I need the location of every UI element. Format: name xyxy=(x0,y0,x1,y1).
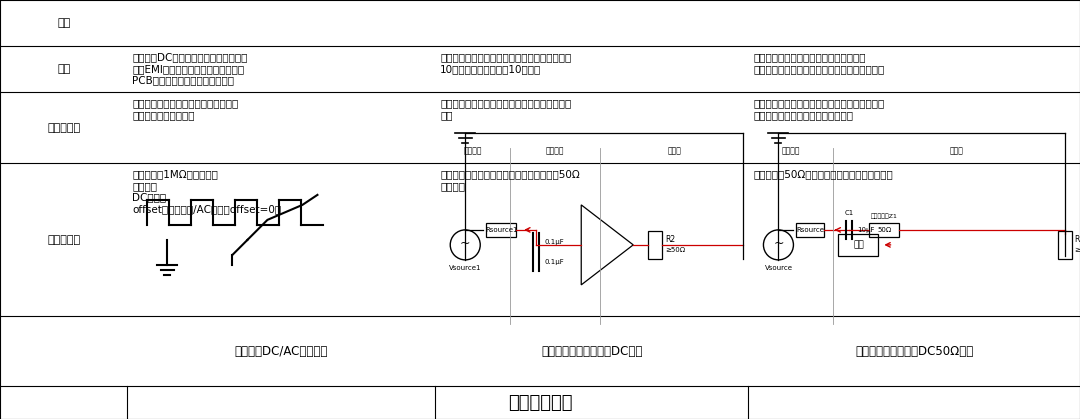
Text: R1: R1 xyxy=(1074,235,1080,244)
Text: 成本低廉，同一个测试样板，可以快速
测试不同点的纹波噪声: 成本低廉，同一个测试样板，可以快速 测试不同点的纹波噪声 xyxy=(133,98,239,120)
Text: 10μF: 10μF xyxy=(858,227,875,233)
Bar xyxy=(648,231,662,259)
Text: 无源探头DC/AC耦合测试: 无源探头DC/AC耦合测试 xyxy=(234,345,328,358)
Text: 待测电源: 待测电源 xyxy=(782,146,800,155)
Text: 0.1μF: 0.1μF xyxy=(544,239,564,246)
Text: 探头: 探头 xyxy=(853,241,864,249)
Text: 因为测试需要焊接，若测试多个测试点较
长，若操作不慎，还有可能损坏单板上电容器件: 因为测试需要焊接，若测试多个测试点较 长，若操作不慎，还有可能损坏单板上电容器件 xyxy=(754,52,885,74)
Text: 缺点: 缺点 xyxy=(57,18,70,28)
Text: 同轴电缆测试结果较为准确，且受人为因素影响
较小（电缆焊接在单板上较为稳定）: 同轴电缆测试结果较为准确，且受人为因素影响 较小（电缆焊接在单板上较为稳定） xyxy=(754,98,885,120)
Text: Vsource: Vsource xyxy=(765,265,793,271)
Text: 会损耗部分低频，优化方法是采用差分探头衰减
10倍，将采集信号放大10倍显示: 会损耗部分低频，优化方法是采用差分探头衰减 10倍，将采集信号放大10倍显示 xyxy=(441,52,571,74)
Text: 同轴线阻抗Z1: 同轴线阻抗Z1 xyxy=(870,213,897,219)
Bar xyxy=(796,223,824,237)
Text: 示波器的地与待测件的地隔离开，可以解决地的
干扰: 示波器的地与待测件的地隔离开，可以解决地的 干扰 xyxy=(441,98,571,120)
Text: 差分探头: 差分探头 xyxy=(546,146,565,155)
Bar xyxy=(838,234,878,256)
Text: 同轴线外加隔直电容DC50Ω耦合: 同轴线外加隔直电容DC50Ω耦合 xyxy=(855,345,973,358)
Text: C1: C1 xyxy=(845,210,854,216)
Text: 有源差分探头外置电容DC耦合: 有源差分探头外置电容DC耦合 xyxy=(541,345,643,358)
Text: 50Ω: 50Ω xyxy=(877,227,892,233)
Bar xyxy=(486,223,516,237)
Text: Rsource: Rsource xyxy=(796,227,824,233)
Text: Rsource1: Rsource1 xyxy=(485,227,517,233)
Bar xyxy=(869,223,900,237)
Text: 将待测电源通过差分方式接入，示波器设置50Ω
端接匹配: 将待测电源通过差分方式接入，示波器设置50Ω 端接匹配 xyxy=(441,169,580,191)
Bar xyxy=(1058,231,1072,259)
Text: 示波器: 示波器 xyxy=(949,146,963,155)
Text: 待测电源: 待测电源 xyxy=(463,146,482,155)
Text: 示波器设置1MΩ端接匹配，
全带宽，
DC耦合，
offset为电源电压/AC耦合时offset=0，: 示波器设置1MΩ端接匹配， 全带宽， DC耦合， offset为电源电压/AC耦… xyxy=(133,169,282,214)
Text: 探头选择对比: 探头选择对比 xyxy=(508,394,572,411)
Text: ≥50Ω: ≥50Ω xyxy=(665,247,686,253)
Text: ≥50Ω: ≥50Ω xyxy=(1074,247,1080,253)
Text: 示波器: 示波器 xyxy=(667,146,681,155)
Text: 优点: 优点 xyxy=(57,64,70,74)
Text: 可以测到DC以外的纹波噪声，如高速信
号的EMI，采用漆包线绕制作地，焊在
PCB板上，可以抑制外部高频干扰: 可以测到DC以外的纹波噪声，如高速信 号的EMI，采用漆包线绕制作地，焊在 PC… xyxy=(133,52,247,85)
Text: ~: ~ xyxy=(773,236,784,249)
Text: 0.1μF: 0.1μF xyxy=(544,259,564,265)
Text: Vsource1: Vsource1 xyxy=(449,265,482,271)
Text: ~: ~ xyxy=(460,236,471,249)
Text: 测试示意图: 测试示意图 xyxy=(48,235,80,245)
Text: R2: R2 xyxy=(665,235,675,244)
Text: 示波器设置: 示波器设置 xyxy=(48,123,80,133)
Text: 示波器设置50Ω端接匹配，与同轴线缆阻抗匹配: 示波器设置50Ω端接匹配，与同轴线缆阻抗匹配 xyxy=(754,169,893,179)
